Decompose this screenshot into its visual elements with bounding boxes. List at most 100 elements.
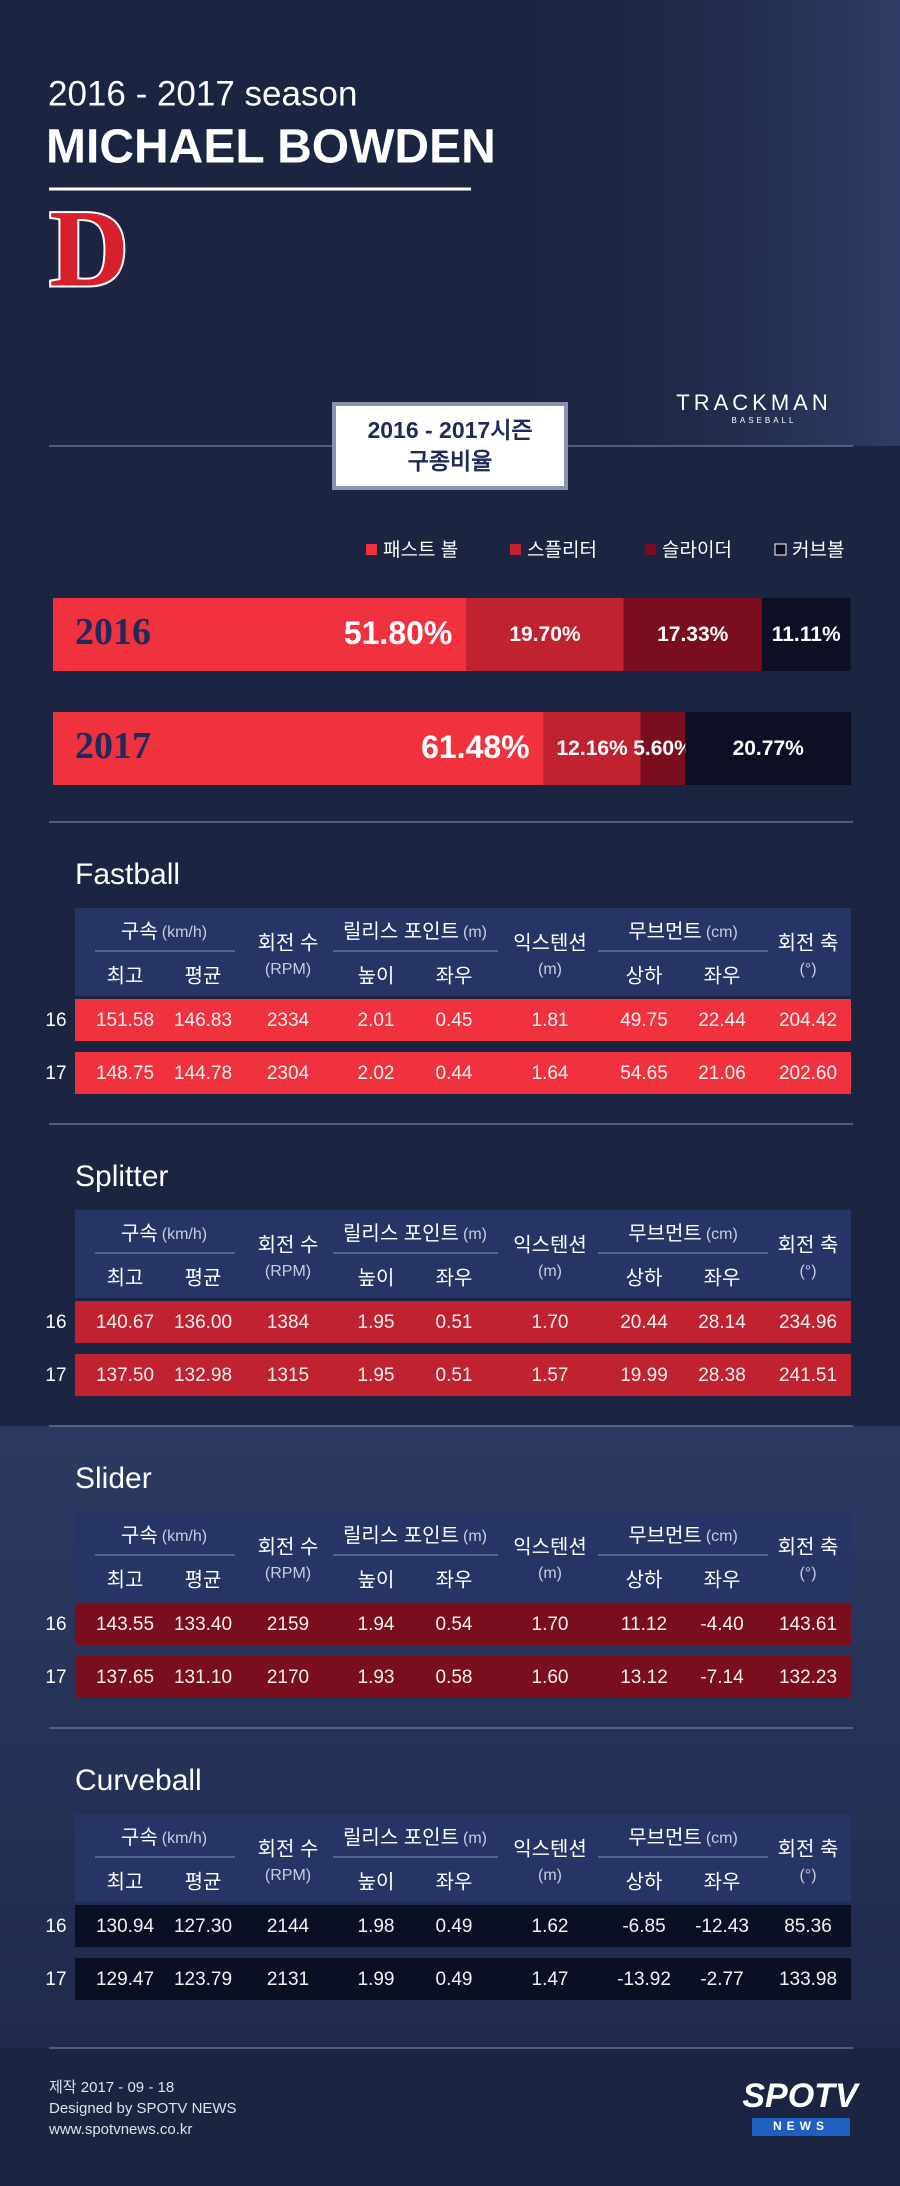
table-header-bg bbox=[75, 1814, 851, 1902]
header-unit: (m) bbox=[538, 1263, 562, 1280]
table-cell: 20.44 bbox=[620, 1312, 668, 1333]
header-unit: (RPM) bbox=[265, 1263, 311, 1280]
header-unit: (°) bbox=[799, 1867, 816, 1884]
legend-label: 슬라이더 bbox=[662, 539, 732, 561]
table-cell: 13.12 bbox=[620, 1667, 668, 1688]
mix-segment bbox=[53, 598, 467, 671]
table-cell: 2304 bbox=[267, 1063, 310, 1084]
table-row-bg bbox=[75, 1301, 851, 1343]
table-cell: 0.45 bbox=[436, 1010, 473, 1031]
table-cell: 1.47 bbox=[532, 1969, 569, 1990]
table-cell: 1384 bbox=[267, 1312, 310, 1333]
header-text: 릴리스 포인트 bbox=[343, 1826, 459, 1849]
legend-swatch bbox=[366, 544, 377, 555]
header-group: 무브먼트 (cm) bbox=[628, 920, 738, 943]
header-sub: 높이 bbox=[358, 1568, 395, 1591]
table-cell: 146.83 bbox=[174, 1010, 232, 1031]
header-group: 구속 (km/h) bbox=[121, 1826, 207, 1849]
header-text: 릴리스 포인트 bbox=[343, 1222, 459, 1245]
table-row-bg bbox=[75, 1603, 851, 1645]
header-text: 회전 수 bbox=[258, 1837, 319, 1860]
row-label: 17 bbox=[45, 1063, 66, 1084]
table-cell: 133.40 bbox=[174, 1614, 232, 1635]
section-title: Fastball bbox=[75, 858, 180, 891]
header-text: 회전 축 bbox=[778, 1535, 839, 1558]
header-unit: (m) bbox=[463, 1830, 487, 1847]
legend-swatch bbox=[774, 543, 787, 556]
table-header-bg bbox=[75, 1210, 851, 1298]
header-unit: (m) bbox=[538, 1867, 562, 1884]
header-unit: (km/h) bbox=[162, 1528, 207, 1545]
mix-year: 2017 bbox=[75, 725, 151, 767]
header-unit: (km/h) bbox=[162, 1226, 207, 1243]
row-label: 17 bbox=[45, 1969, 66, 1990]
mix-segment bbox=[543, 712, 641, 785]
header-unit: (°) bbox=[799, 1565, 816, 1582]
table-cell: 131.10 bbox=[174, 1667, 232, 1688]
header-unit: (cm) bbox=[706, 924, 738, 941]
header-unit: (°) bbox=[799, 961, 816, 978]
footer-date: 제작 2017 - 09 - 18 bbox=[49, 2079, 174, 2096]
photo-area bbox=[480, 0, 900, 446]
header-sub: 높이 bbox=[358, 964, 395, 987]
table-cell: 137.50 bbox=[96, 1365, 154, 1386]
table-cell: 1.98 bbox=[358, 1916, 395, 1937]
header-sub: 평균 bbox=[185, 1266, 222, 1289]
table-cell: 2131 bbox=[267, 1969, 309, 1990]
header-sub: 좌우 bbox=[704, 1870, 741, 1893]
brand: TRACKMAN bbox=[676, 390, 831, 415]
header-sub: 상하 bbox=[626, 964, 663, 987]
table-cell: 2.02 bbox=[358, 1063, 395, 1084]
header-text: 구속 bbox=[121, 1524, 158, 1547]
legend-label: 커브볼 bbox=[792, 539, 844, 561]
header-sub: 좌우 bbox=[704, 964, 741, 987]
header-sub: 높이 bbox=[358, 1870, 395, 1893]
header-text: 회전 수 bbox=[258, 1535, 319, 1558]
mix-value-label: 12.16% bbox=[557, 737, 629, 760]
mix-segment bbox=[640, 712, 686, 785]
table-cell: 21.06 bbox=[698, 1063, 746, 1084]
header-sub: 좌우 bbox=[436, 1870, 473, 1893]
header-text: 회전 수 bbox=[258, 1233, 319, 1256]
player-name: MICHAEL BOWDEN bbox=[46, 121, 496, 174]
header-group: 릴리스 포인트 (m) bbox=[343, 1826, 487, 1849]
mix-segment bbox=[685, 712, 852, 785]
header-unit: (cm) bbox=[706, 1830, 738, 1847]
header-sub: 최고 bbox=[107, 1870, 144, 1893]
table-cell: 1.70 bbox=[532, 1312, 569, 1333]
table-cell: 1.94 bbox=[358, 1614, 395, 1635]
mix-title: 구종비율 bbox=[408, 448, 493, 474]
team-logo: D bbox=[49, 187, 128, 309]
table-row-bg bbox=[75, 1354, 851, 1396]
header-text: 릴리스 포인트 bbox=[343, 1524, 459, 1547]
header-text: 무브먼트 bbox=[628, 1524, 702, 1547]
header-text: 익스텐션 bbox=[513, 931, 587, 954]
table-row-bg bbox=[75, 1052, 851, 1094]
header-sub: 상하 bbox=[626, 1266, 663, 1289]
table-cell: 123.79 bbox=[174, 1969, 232, 1990]
header-unit: (km/h) bbox=[162, 1830, 207, 1847]
footer-url: www.spotvnews.co.kr bbox=[48, 2121, 192, 2138]
table-cell: -2.77 bbox=[700, 1969, 743, 1990]
table-cell: 1.95 bbox=[358, 1312, 395, 1333]
header-group: 구속 (km/h) bbox=[121, 920, 207, 943]
table-cell: 49.75 bbox=[620, 1010, 668, 1031]
header-text: 익스텐션 bbox=[513, 1233, 587, 1256]
header-text: 구속 bbox=[121, 1222, 158, 1245]
table-cell: 132.98 bbox=[174, 1365, 232, 1386]
header-group: 릴리스 포인트 (m) bbox=[343, 1222, 487, 1245]
header-group: 무브먼트 (cm) bbox=[628, 1524, 738, 1547]
header-unit: (RPM) bbox=[265, 1565, 311, 1582]
header-sub: 좌우 bbox=[436, 1266, 473, 1289]
mix-segment bbox=[623, 598, 762, 671]
header-sub: 높이 bbox=[358, 1266, 395, 1289]
header-text: 익스텐션 bbox=[513, 1535, 587, 1558]
header-text: 무브먼트 bbox=[628, 1826, 702, 1849]
table-cell: 2334 bbox=[267, 1010, 310, 1031]
mix-year: 2016 bbox=[75, 611, 151, 653]
table-cell: 151.58 bbox=[96, 1010, 154, 1031]
table-cell: 137.65 bbox=[96, 1667, 154, 1688]
header-unit: (m) bbox=[538, 1565, 562, 1582]
table-cell: 2170 bbox=[267, 1667, 309, 1688]
table-cell: 1.81 bbox=[532, 1010, 569, 1031]
